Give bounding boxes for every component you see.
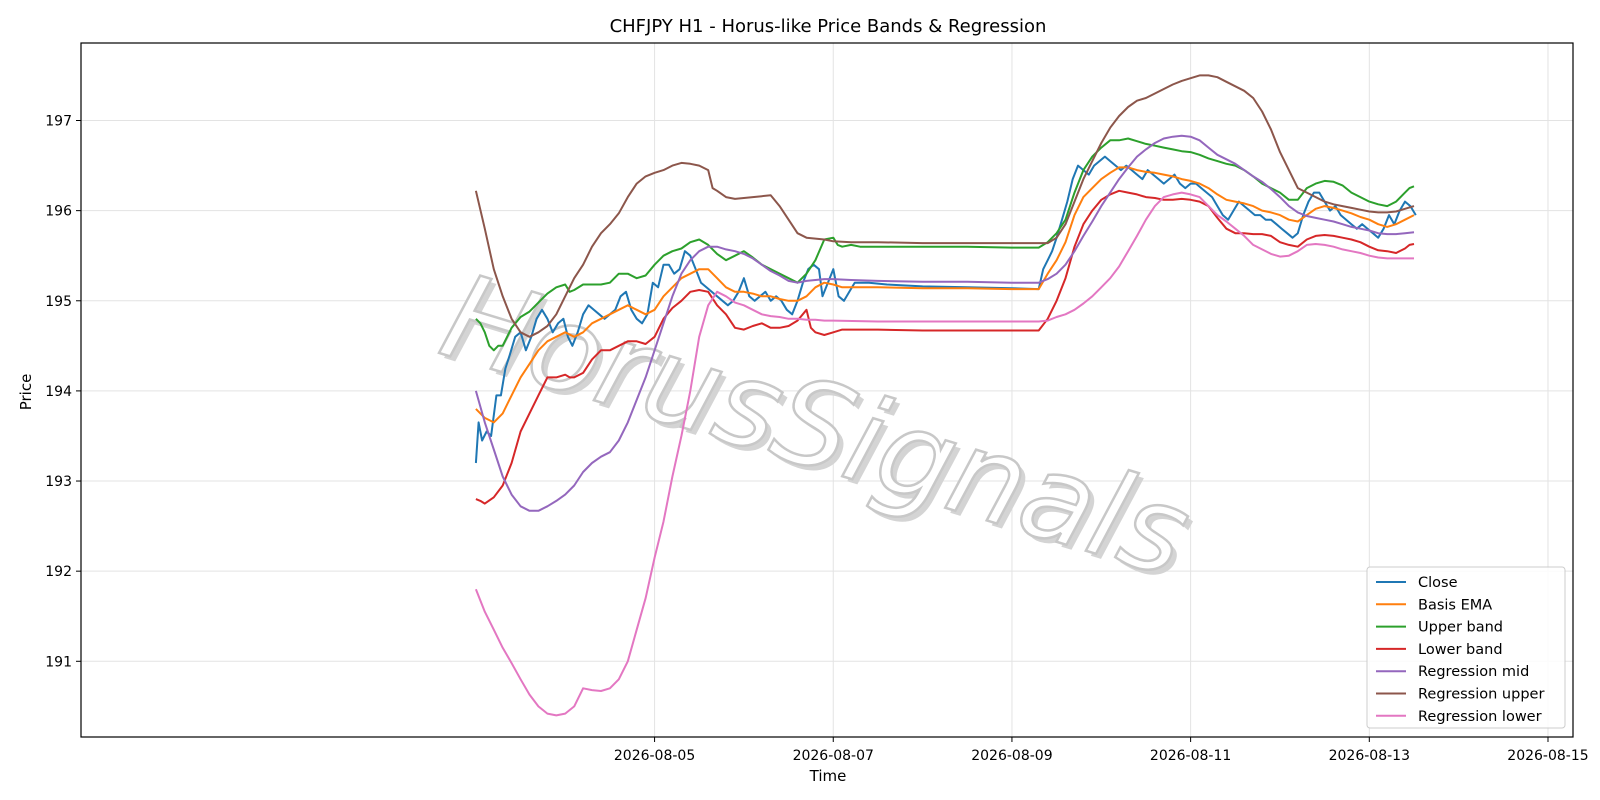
x-tick-label: 2026-08-05 [614,748,695,764]
x-tick-label: 2026-08-09 [971,748,1052,764]
y-tick-label: 195 [45,294,72,310]
x-tick-label: 2026-08-13 [1329,748,1410,764]
grid [81,43,1573,737]
x-axis-ticks: 2026-08-05 2026-08-07 2026-08-09 2026-08-11… [614,737,1589,764]
series-line-regression-mid [474,134,1415,512]
y-tick-label: 191 [45,654,72,670]
x-tick-label: 2026-08-11 [1150,748,1231,764]
y-tick-label: 193 [45,474,72,490]
y-tick-label: 192 [45,564,72,580]
series-line-close [474,155,1417,464]
x-axis-label: Time [809,767,847,785]
legend-box [1366,566,1566,729]
series-line-regression-lower [474,191,1414,717]
y-axis-label: Price [17,374,35,411]
legend-label-basis-ema: Basis EMA [1418,597,1492,613]
legend-label-regression-lower: Regression lower [1418,709,1542,725]
legend-label-regression-upper: Regression upper [1418,687,1544,703]
plot-frame [80,42,1574,738]
series-line-lower-band [475,189,1415,505]
series-line-basis-ema [475,166,1415,424]
series-line-regression-upper [474,74,1415,338]
legend-label-close: Close [1418,575,1458,591]
y-axis-ticks: 191 192 193 194 195 196 197 [45,114,81,670]
series-line-upper-band [475,137,1415,352]
x-tick-label: 2026-08-15 [1507,748,1588,764]
y-tick-label: 197 [45,114,72,130]
series-lines [474,74,1417,717]
x-tick-label: 2026-08-07 [793,748,874,764]
y-tick-label: 196 [45,204,72,220]
legend-label-upper-band: Upper band [1418,620,1503,636]
legend-label-lower-band: Lower band [1418,642,1503,658]
y-tick-label: 194 [45,384,72,400]
legend: Close Basis EMA Upper band Lower band Regres… [1366,566,1566,729]
chart-title: CHFJPY H1 - Horus-like Price Bands & Reg… [610,16,1047,37]
legend-label-regression-mid: Regression mid [1418,664,1529,680]
